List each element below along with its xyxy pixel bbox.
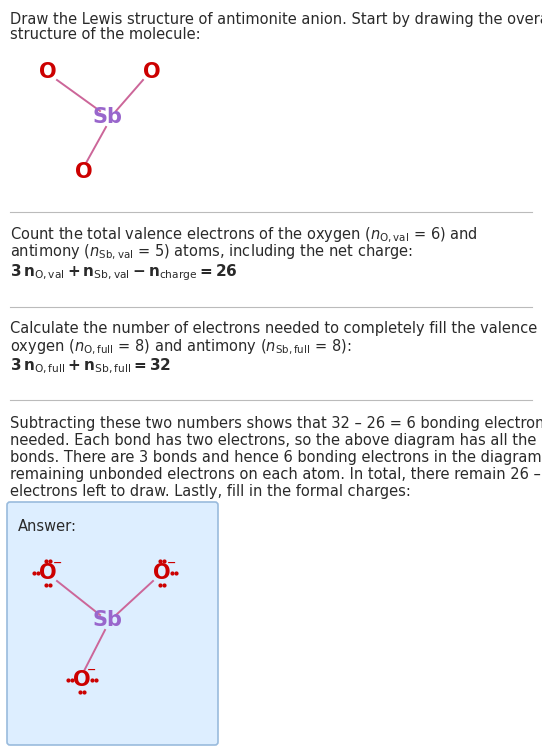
Text: Sb: Sb (93, 610, 123, 630)
Text: Calculate the number of electrons needed to completely fill the valence shells f: Calculate the number of electrons needed… (10, 321, 542, 336)
FancyBboxPatch shape (7, 502, 218, 745)
Text: −: − (167, 558, 177, 568)
Text: −: − (87, 665, 96, 675)
Text: structure of the molecule:: structure of the molecule: (10, 27, 201, 42)
Text: needed. Each bond has two electrons, so the above diagram has all the necessary: needed. Each bond has two electrons, so … (10, 433, 542, 448)
Text: electrons left to draw. Lastly, fill in the formal charges:: electrons left to draw. Lastly, fill in … (10, 484, 411, 499)
Text: Subtracting these two numbers shows that 32 – 26 = 6 bonding electrons are: Subtracting these two numbers shows that… (10, 416, 542, 431)
Text: Draw the Lewis structure of antimonite anion. Start by drawing the overall: Draw the Lewis structure of antimonite a… (10, 12, 542, 27)
Text: O: O (153, 563, 171, 583)
Text: remaining unbonded electrons on each atom. In total, there remain 26 – 6 = 20: remaining unbonded electrons on each ato… (10, 467, 542, 482)
Text: O: O (73, 670, 91, 690)
Text: Sb: Sb (93, 107, 123, 127)
Text: $\mathbf{3\,n_{\mathrm{O,full}} + n_{\mathrm{Sb,full}} = 32}$: $\mathbf{3\,n_{\mathrm{O,full}} + n_{\ma… (10, 357, 171, 376)
Text: Count the total valence electrons of the oxygen ($n_{\mathrm{O,val}}$ = 6) and: Count the total valence electrons of the… (10, 226, 478, 245)
Text: O: O (39, 563, 57, 583)
Text: $\mathbf{3\,n_{\mathrm{O,val}} + n_{\mathrm{Sb,val}} - n_{\mathrm{charge}} = 26}: $\mathbf{3\,n_{\mathrm{O,val}} + n_{\mat… (10, 262, 237, 283)
Text: antimony ($n_{\mathrm{Sb,val}}$ = 5) atoms, including the net charge:: antimony ($n_{\mathrm{Sb,val}}$ = 5) ato… (10, 243, 413, 262)
Text: −: − (53, 558, 63, 568)
Text: Answer:: Answer: (18, 519, 77, 534)
Text: O: O (75, 162, 93, 182)
Text: O: O (39, 62, 57, 82)
Text: O: O (143, 62, 161, 82)
Text: oxygen ($n_{\mathrm{O,full}}$ = 8) and antimony ($n_{\mathrm{Sb,full}}$ = 8):: oxygen ($n_{\mathrm{O,full}}$ = 8) and a… (10, 338, 351, 357)
Text: bonds. There are 3 bonds and hence 6 bonding electrons in the diagram. Fill in t: bonds. There are 3 bonds and hence 6 bon… (10, 450, 542, 465)
